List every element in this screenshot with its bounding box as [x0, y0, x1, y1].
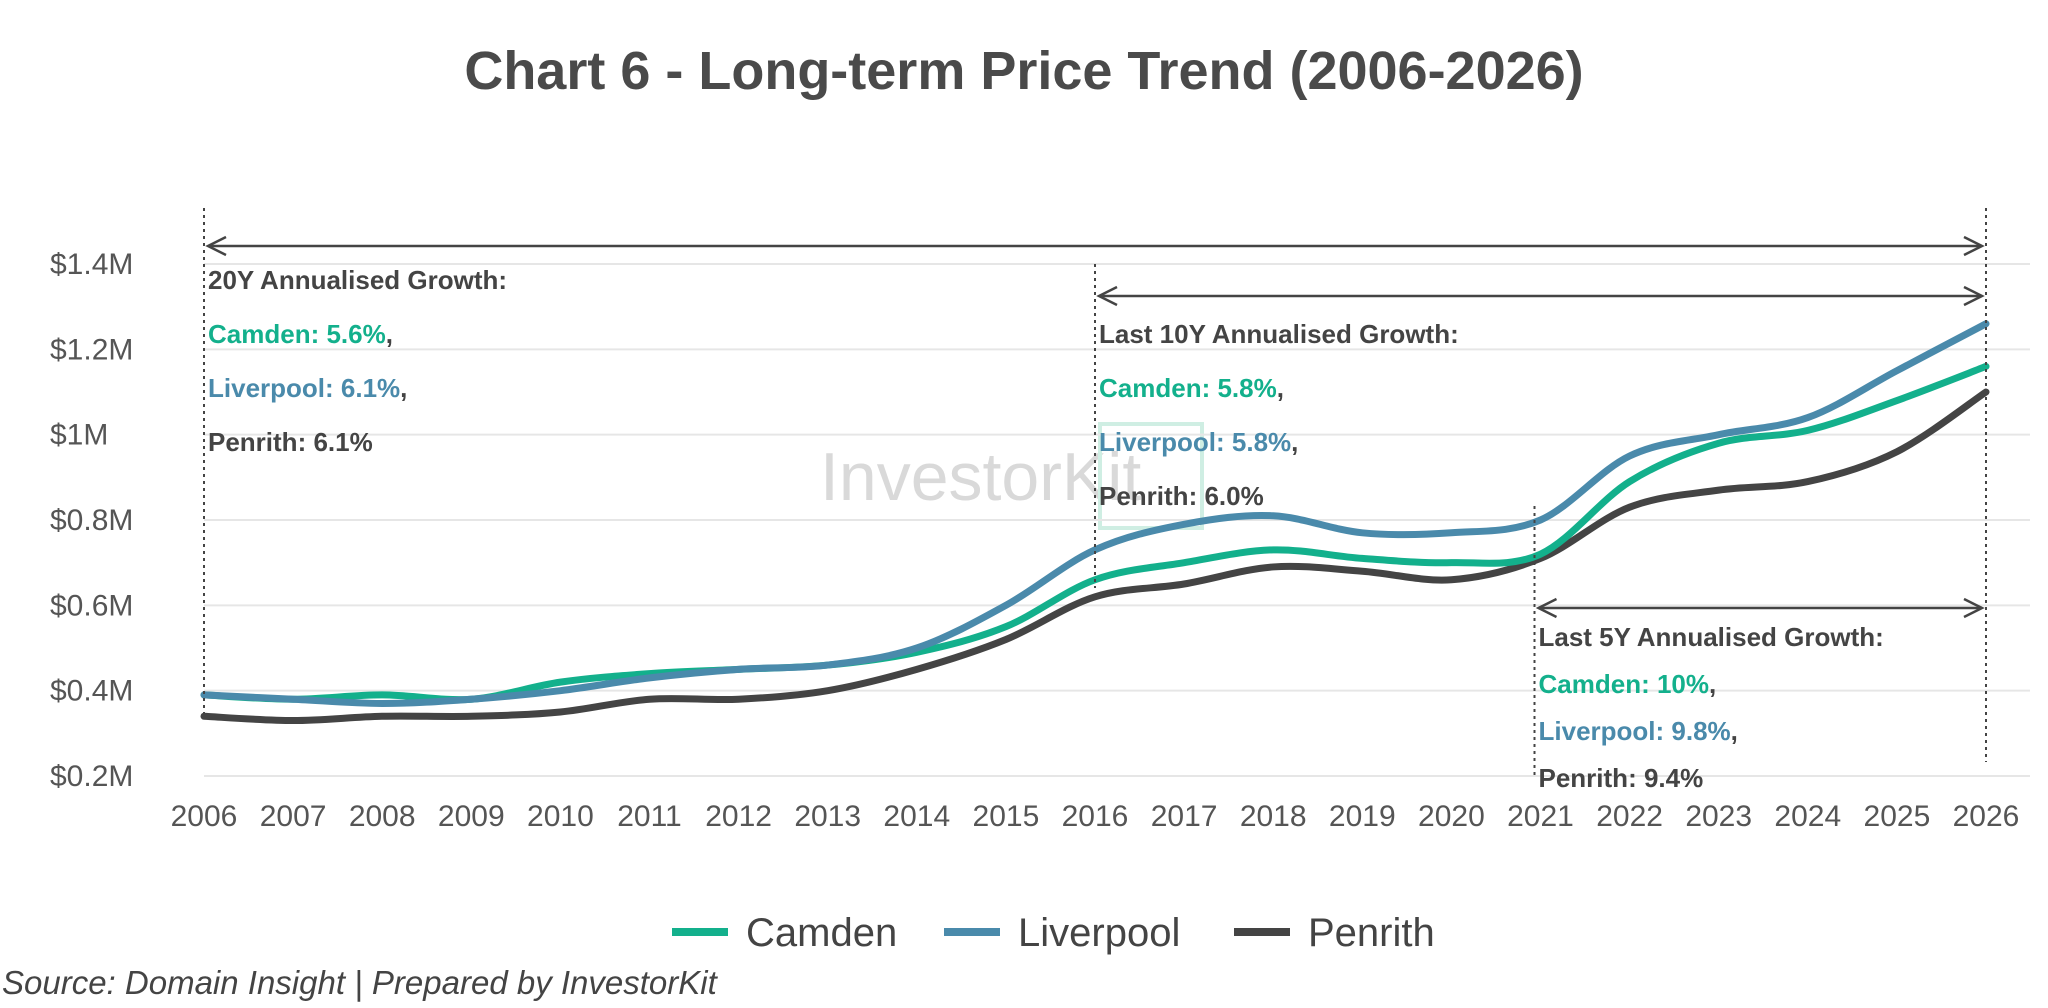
x-tick-label: 2022	[1596, 800, 1663, 833]
watermark-text: InvestorKit	[820, 439, 1141, 515]
arrowhead-right	[1963, 285, 1985, 307]
x-tick-label: 2020	[1418, 800, 1485, 833]
growth-value: Camden: 5.6%	[208, 319, 386, 349]
y-tick-label: $1M	[50, 419, 108, 452]
x-tick-label: 2024	[1774, 800, 1841, 833]
arrowhead-right	[1963, 597, 1985, 619]
annotation-heading: Last 5Y Annualised Growth:	[1539, 622, 1884, 652]
x-tick-label: 2007	[260, 800, 327, 833]
growth-annotations: 20Y Annualised Growth:Camden: 5.6%,Liver…	[203, 208, 1987, 793]
growth-separator: ,	[386, 319, 393, 349]
growth-separator: ,	[1709, 669, 1716, 699]
y-tick-label: $1.4M	[50, 248, 133, 281]
series-line-liverpool	[200, 320, 1990, 707]
x-tick-label: 2012	[705, 800, 772, 833]
growth-value: Camden: 10%	[1539, 669, 1710, 699]
annotation-growth-liverpool: Liverpool: 6.1%,	[208, 373, 407, 403]
y-tick-label: $0.2M	[50, 760, 133, 793]
annotation-growth-liverpool: Liverpool: 9.8%,	[1539, 716, 1738, 746]
legend-label-camden: Camden	[746, 911, 897, 955]
x-tick-label: 2010	[527, 800, 594, 833]
x-tick-label: 2019	[1329, 800, 1396, 833]
legend-label-penrith: Penrith	[1308, 911, 1435, 955]
annotation-growth-penrith: Penrith: 9.4%	[1539, 763, 1704, 793]
annotation-growth-camden: Camden: 10%,	[1539, 669, 1717, 699]
growth-separator: ,	[1731, 716, 1738, 746]
x-tick-label: 2008	[349, 800, 416, 833]
y-tick-label: $0.8M	[50, 504, 133, 537]
x-tick-label: 2021	[1507, 800, 1574, 833]
growth-value: Liverpool: 6.1%	[208, 373, 400, 403]
chart-title: Chart 6 - Long-term Price Trend (2006-20…	[464, 41, 1584, 101]
growth-separator: ,	[1291, 427, 1298, 457]
x-tick-label: 2006	[171, 800, 238, 833]
x-tick-label: 2016	[1062, 800, 1129, 833]
y-axis: $0.2M $0.4M $0.6M $0.8M $1M $1.2M $1.4M	[50, 248, 133, 793]
x-tick-label: 2023	[1685, 800, 1752, 833]
x-tick-label: 2017	[1151, 800, 1218, 833]
growth-value: Camden: 5.8%	[1099, 373, 1277, 403]
x-tick-label: 2013	[794, 800, 861, 833]
annotation-growth-camden: Camden: 5.8%,	[1099, 373, 1284, 403]
annotation-growth-penrith: Penrith: 6.1%	[208, 427, 373, 457]
legend: Camden Liverpool Penrith	[672, 911, 1435, 955]
growth-value: Penrith: 9.4%	[1539, 763, 1704, 793]
arrowhead-right	[1963, 235, 1985, 257]
growth-value: Liverpool: 9.8%	[1539, 716, 1731, 746]
annotation-growth-liverpool: Liverpool: 5.8%,	[1099, 427, 1298, 457]
source-note: Source: Domain Insight | Prepared by Inv…	[2, 964, 717, 1001]
growth-separator: ,	[1277, 373, 1284, 403]
growth-separator: ,	[400, 373, 407, 403]
x-tick-label: 2015	[973, 800, 1040, 833]
x-axis: 2006 2007 2008 2009 2010 2011 2012 2013 2014 2015…	[171, 800, 2020, 833]
x-tick-label: 2014	[883, 800, 950, 833]
arrowhead-left	[1096, 285, 1118, 307]
watermark: InvestorKit	[820, 422, 1204, 530]
annotation-growth-camden: Camden: 5.6%,	[208, 319, 393, 349]
annotation-heading: 20Y Annualised Growth:	[208, 265, 507, 295]
annotation-growth-penrith: Penrith: 6.0%	[1099, 481, 1264, 511]
x-tick-label: 2011	[617, 800, 682, 833]
arrowhead-left	[1535, 597, 1558, 619]
growth-value: Liverpool: 5.8%	[1099, 427, 1291, 457]
growth-value: Penrith: 6.1%	[208, 427, 373, 457]
series-line-penrith	[200, 388, 1990, 725]
legend-label-liverpool: Liverpool	[1018, 911, 1180, 955]
x-tick-label: 2018	[1240, 800, 1307, 833]
arrowhead-left	[205, 235, 227, 257]
x-tick-label: 2025	[1864, 800, 1931, 833]
y-tick-label: $0.4M	[50, 675, 133, 708]
x-tick-label: 2009	[438, 800, 505, 833]
y-tick-label: $1.2M	[50, 333, 133, 366]
y-tick-label: $0.6M	[50, 589, 133, 622]
growth-value: Penrith: 6.0%	[1099, 481, 1264, 511]
annotation-heading: Last 10Y Annualised Growth:	[1099, 319, 1459, 349]
x-tick-label: 2026	[1953, 800, 2020, 833]
